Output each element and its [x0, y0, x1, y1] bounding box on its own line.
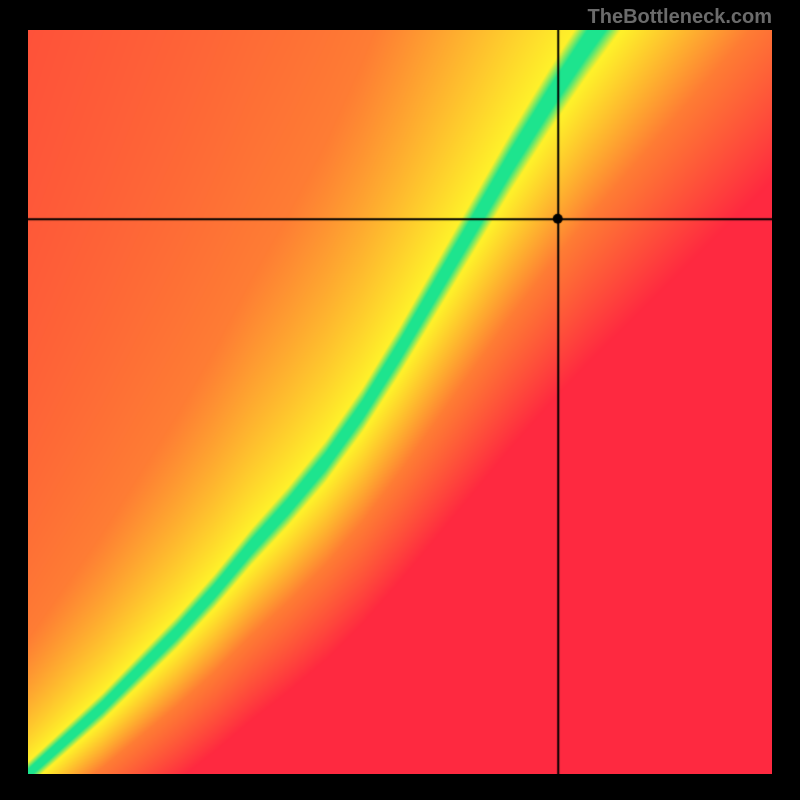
- bottleneck-heatmap: [28, 30, 772, 774]
- watermark-text: TheBottleneck.com: [588, 6, 772, 29]
- chart-container: TheBottleneck.com: [0, 0, 800, 800]
